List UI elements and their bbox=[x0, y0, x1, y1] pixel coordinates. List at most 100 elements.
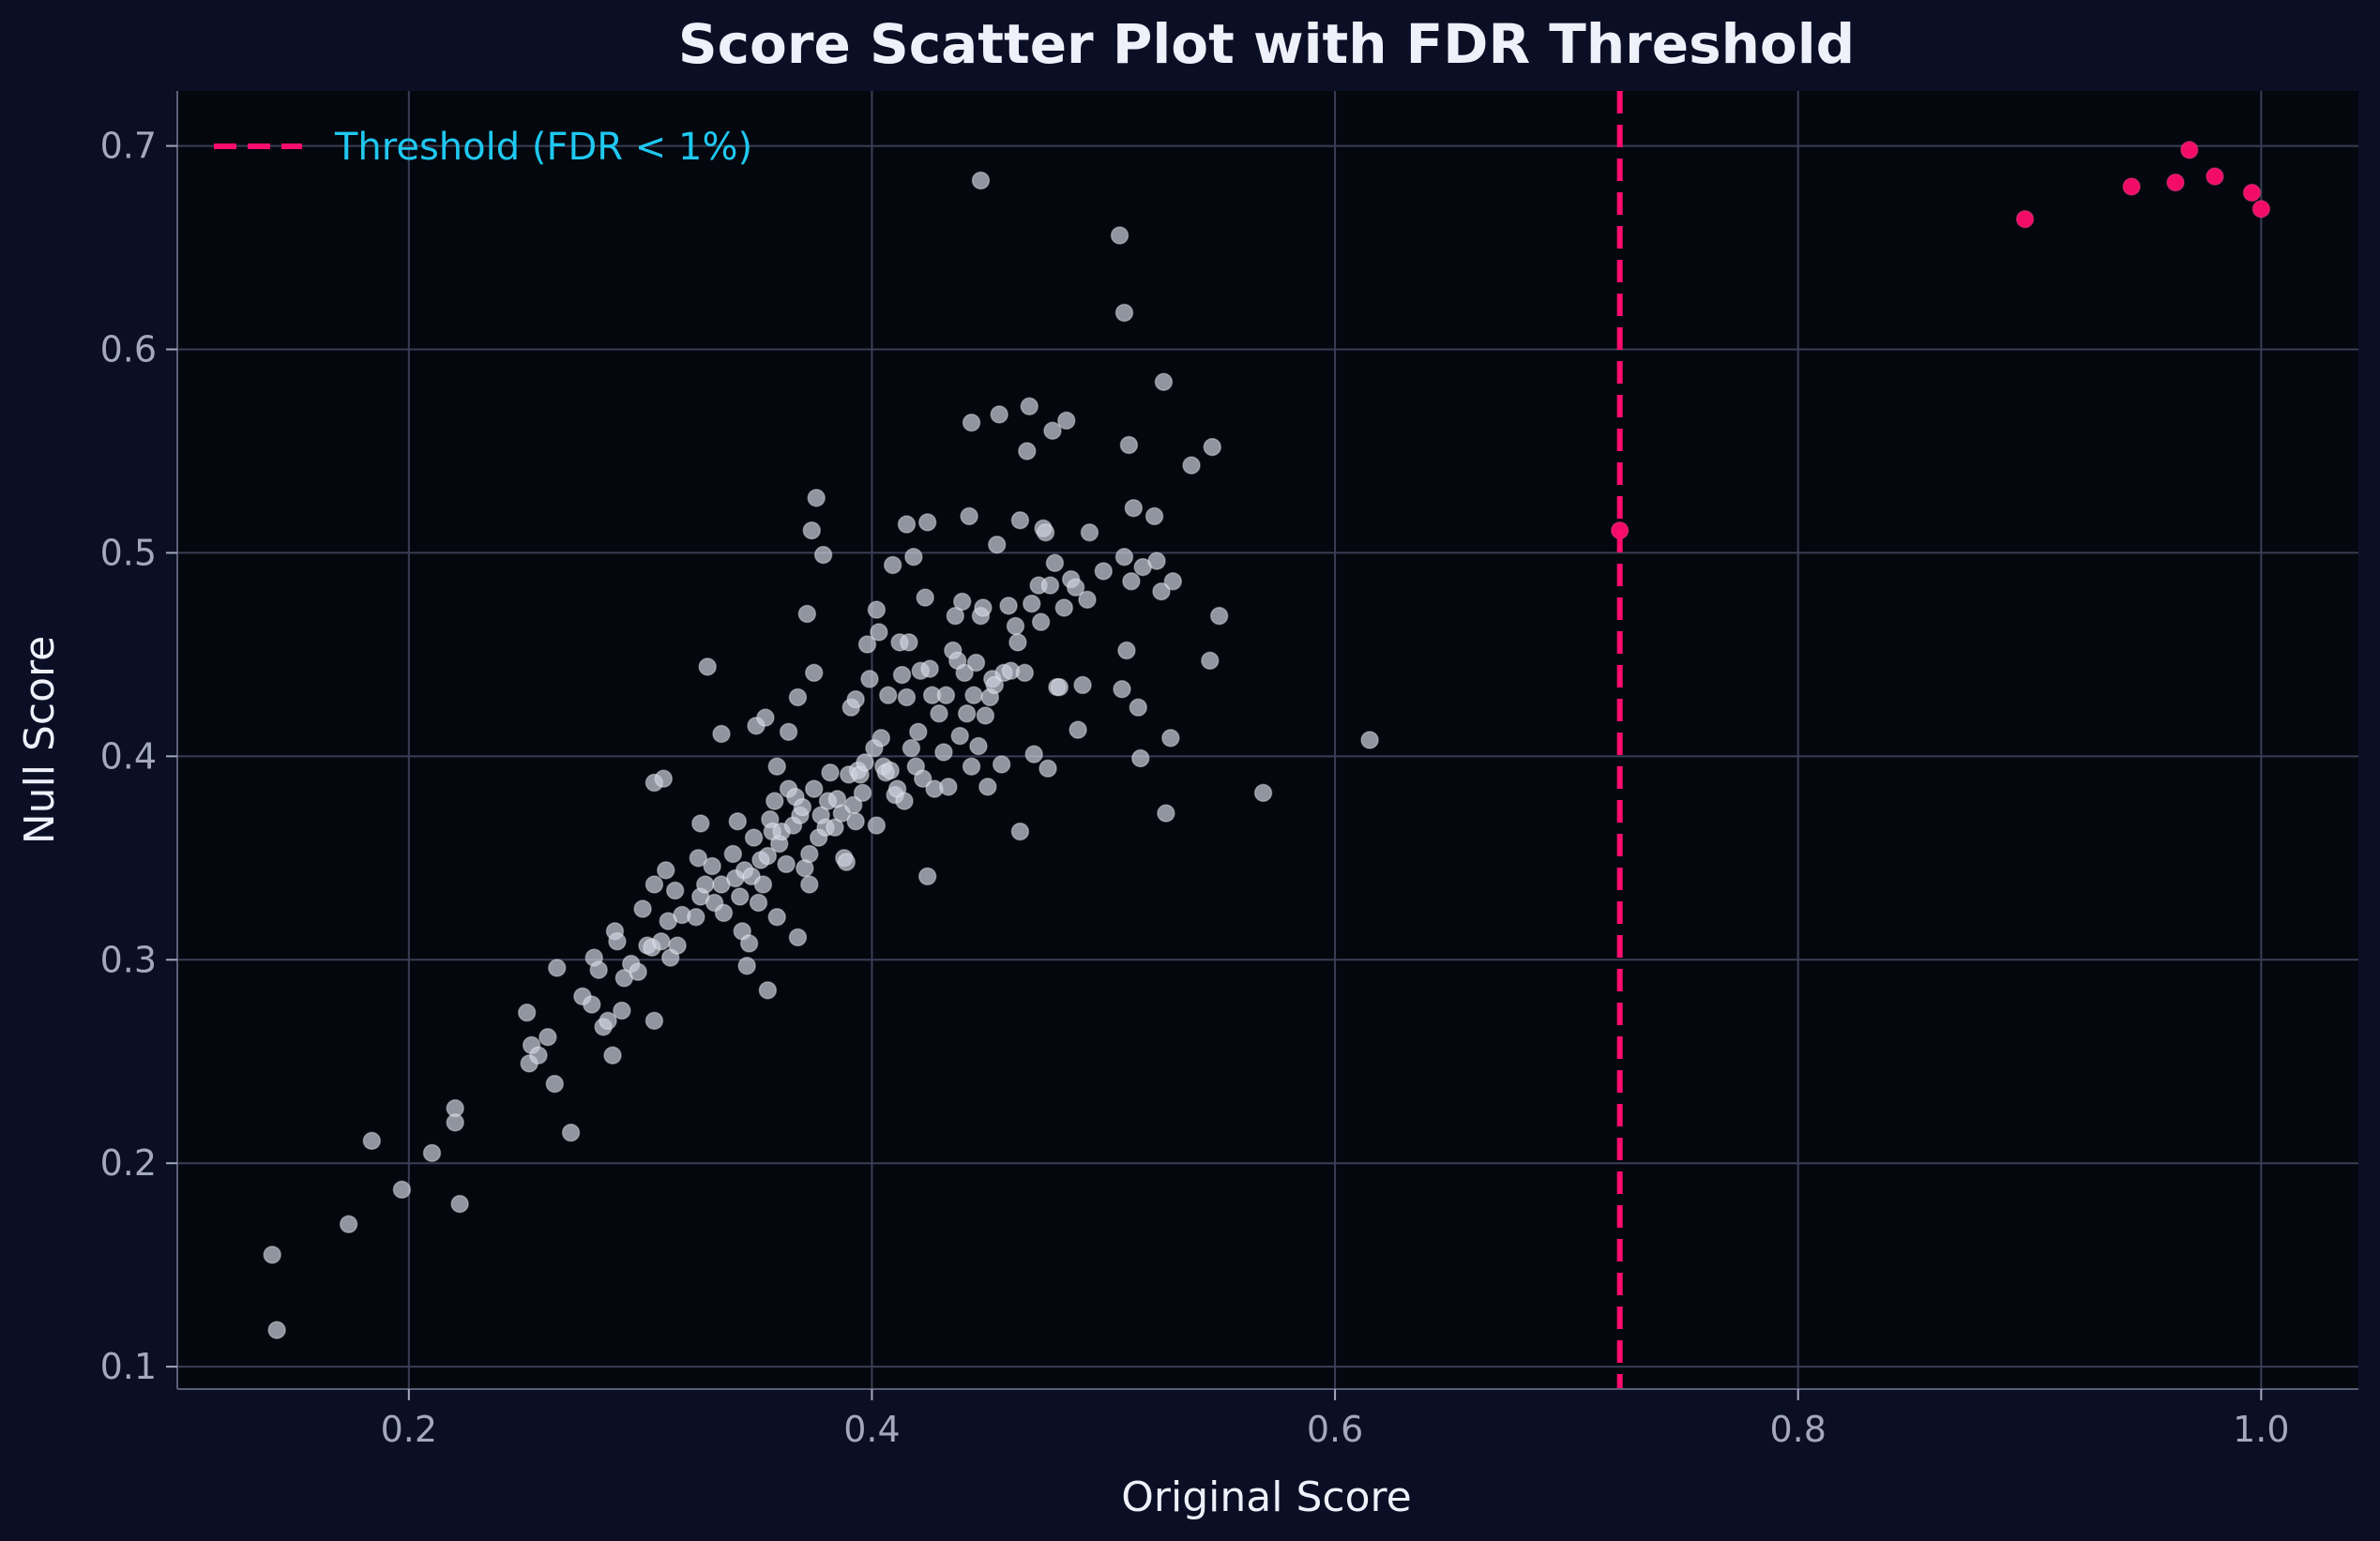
data-point bbox=[1119, 435, 1139, 455]
data-point bbox=[687, 907, 705, 927]
data-point bbox=[657, 861, 675, 880]
data-point bbox=[960, 506, 978, 526]
data-point bbox=[895, 792, 914, 810]
data-point bbox=[1157, 804, 1175, 823]
data-point bbox=[1360, 731, 1379, 749]
data-point bbox=[987, 535, 1007, 554]
y-tick-label: 0.7 bbox=[100, 126, 157, 167]
data-point bbox=[1073, 675, 1092, 695]
data-point bbox=[846, 812, 865, 831]
data-point bbox=[846, 689, 865, 709]
data-point bbox=[1066, 578, 1085, 597]
y-tick-label: 0.3 bbox=[100, 939, 157, 980]
data-point bbox=[881, 761, 900, 780]
y-tick-label: 0.1 bbox=[100, 1346, 157, 1387]
data-point bbox=[1117, 641, 1136, 660]
data-point bbox=[1122, 572, 1141, 591]
data-point bbox=[1008, 633, 1027, 652]
data-point bbox=[1020, 397, 1039, 415]
data-point bbox=[561, 1123, 581, 1142]
plot-area bbox=[177, 91, 2358, 1389]
data-point bbox=[1113, 680, 1131, 699]
data-point bbox=[644, 875, 664, 894]
data-point bbox=[608, 932, 627, 951]
data-point bbox=[821, 763, 840, 782]
data-point bbox=[652, 932, 671, 951]
data-point bbox=[964, 686, 983, 705]
x-tick-label: 0.2 bbox=[381, 1409, 437, 1450]
data-point bbox=[450, 1194, 469, 1214]
data-point bbox=[1069, 720, 1087, 739]
data-point bbox=[978, 778, 997, 796]
data-point bbox=[990, 405, 1008, 424]
data-point bbox=[870, 623, 888, 642]
data-point bbox=[644, 1011, 664, 1031]
x-tick-label: 0.8 bbox=[1769, 1409, 1826, 1450]
data-point bbox=[939, 778, 958, 796]
data-point bbox=[950, 726, 969, 746]
data-point bbox=[538, 1027, 557, 1047]
data-point bbox=[1043, 421, 1062, 441]
data-point bbox=[668, 936, 687, 955]
x-tick-label: 0.4 bbox=[843, 1409, 900, 1450]
data-point bbox=[633, 899, 652, 918]
data-point bbox=[934, 743, 953, 762]
data-point bbox=[788, 687, 808, 707]
y-tick-label: 0.6 bbox=[100, 328, 157, 370]
data-point bbox=[583, 995, 601, 1014]
data-point bbox=[703, 856, 721, 876]
data-point bbox=[737, 957, 756, 975]
data-point bbox=[837, 853, 856, 871]
data-point bbox=[920, 659, 939, 678]
significant-point bbox=[2242, 183, 2262, 203]
data-point bbox=[766, 792, 784, 810]
data-point bbox=[1114, 548, 1134, 567]
data-point bbox=[793, 797, 812, 817]
data-point bbox=[976, 706, 995, 725]
significant-point bbox=[2122, 177, 2141, 196]
legend-threshold-label: Threshold (FDR < 1%) bbox=[334, 126, 752, 169]
data-point bbox=[731, 887, 750, 906]
data-point bbox=[804, 779, 824, 798]
data-point bbox=[1015, 663, 1035, 683]
data-point bbox=[1006, 616, 1025, 636]
significant-point bbox=[2251, 200, 2271, 219]
data-point bbox=[1024, 745, 1043, 763]
data-point bbox=[712, 724, 731, 744]
data-point bbox=[1154, 372, 1174, 391]
data-point bbox=[813, 545, 833, 565]
data-point bbox=[969, 736, 988, 756]
data-point bbox=[1129, 698, 1148, 718]
data-point bbox=[957, 704, 977, 723]
x-ticks: 0.2 0.4 0.6 0.8 1.0 bbox=[381, 1389, 2290, 1450]
data-point bbox=[867, 816, 887, 835]
data-point bbox=[739, 934, 759, 953]
significant-point bbox=[2206, 167, 2224, 186]
data-point bbox=[779, 722, 798, 742]
data-point bbox=[1131, 748, 1150, 768]
data-point bbox=[1010, 822, 1030, 841]
significant-point bbox=[2180, 141, 2199, 159]
data-point bbox=[909, 722, 928, 742]
data-point bbox=[897, 687, 917, 707]
data-point bbox=[892, 665, 912, 685]
data-point bbox=[974, 598, 993, 617]
data-point bbox=[971, 171, 991, 190]
data-point bbox=[962, 413, 981, 432]
x-axis-label: Original Score bbox=[1121, 1473, 1411, 1521]
data-point bbox=[1203, 437, 1222, 457]
data-point bbox=[654, 769, 674, 788]
data-point bbox=[589, 960, 608, 979]
data-point bbox=[917, 867, 937, 886]
data-point bbox=[797, 604, 817, 624]
data-point bbox=[1022, 594, 1041, 613]
data-point bbox=[985, 675, 1005, 695]
data-point bbox=[753, 875, 773, 894]
chart-title: Score Scatter Plot with FDR Threshold bbox=[678, 12, 1855, 76]
data-point bbox=[857, 635, 877, 654]
data-point bbox=[878, 686, 898, 705]
data-point bbox=[917, 513, 937, 532]
data-point bbox=[913, 769, 932, 788]
data-point bbox=[263, 1246, 281, 1264]
data-point bbox=[1152, 582, 1171, 601]
